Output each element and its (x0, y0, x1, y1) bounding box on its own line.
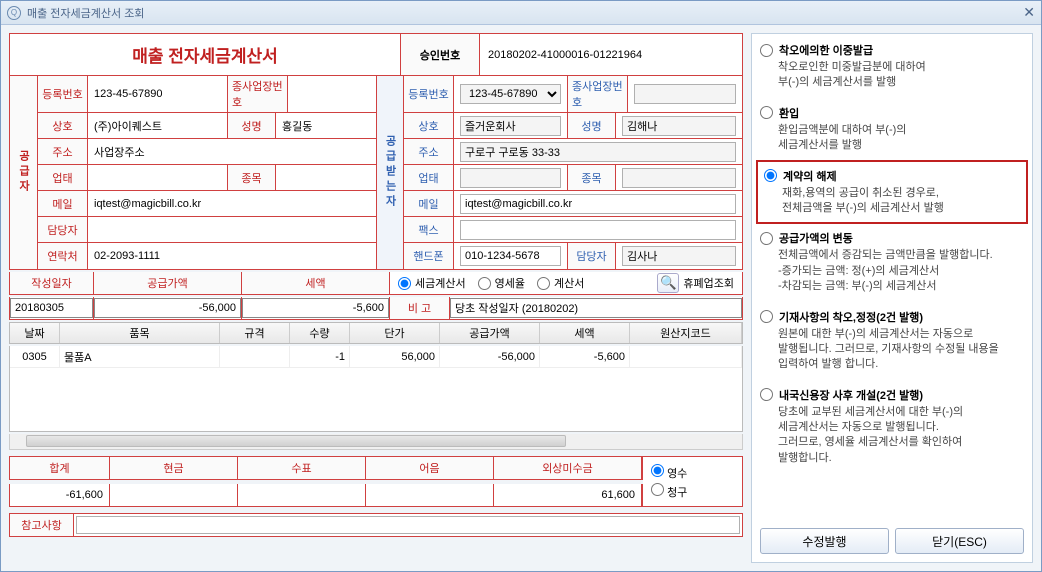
supplier-manager (88, 217, 376, 242)
h-scrollbar[interactable] (9, 434, 743, 450)
supplier-contact: 02-2093-1111 (88, 243, 376, 269)
type-zero[interactable]: 영세율 (478, 275, 525, 291)
lbl-ceo: 성명 (228, 113, 276, 138)
lbl-reg-no: 등록번호 (38, 76, 88, 112)
sum-check-label: 수표 (238, 457, 366, 479)
lbl-name: 상호 (38, 113, 88, 138)
sum-check (238, 484, 366, 506)
supplier-email: iqtest@magicbill.co.kr (88, 191, 376, 216)
sum-note-label: 어음 (366, 457, 494, 479)
option-radio-cancel[interactable] (764, 169, 777, 182)
date-label: 작성일자 (10, 272, 94, 294)
lookup-label: 휴폐업조회 (683, 275, 734, 291)
sum-total: -61,600 (10, 484, 110, 506)
sum-note (366, 484, 494, 506)
supplier-addr: 사업장주소 (88, 139, 376, 164)
window-title: 매출 전자세금계산서 조회 (27, 5, 144, 21)
r-lbl-bi: 종목 (568, 165, 616, 190)
tax-label: 세액 (242, 272, 390, 294)
collect-receipt[interactable]: 영수 (651, 464, 734, 481)
lbl-manager: 담당자 (38, 217, 88, 242)
option-radio-correct[interactable] (760, 310, 773, 323)
receiver-mobile[interactable] (460, 246, 561, 266)
doc-title: 매출 전자세금계산서 (10, 34, 400, 75)
sum-credit-label: 외상미수금 (494, 457, 642, 479)
receiver-biztype[interactable] (460, 168, 561, 188)
supply-label: 공급가액 (94, 272, 242, 294)
sum-cash-label: 현금 (110, 457, 238, 479)
lbl-contact: 연락처 (38, 243, 88, 269)
receiver-manager[interactable] (622, 246, 736, 266)
lbl-email: 메일 (38, 191, 88, 216)
close-icon[interactable]: ✕ (1023, 4, 1035, 21)
titlebar: Q 매출 전자세금계산서 조회 ✕ (1, 1, 1041, 25)
issue-button[interactable]: 수정발행 (760, 528, 889, 554)
receiver-sub-biz[interactable] (634, 84, 736, 104)
remark-input[interactable] (450, 298, 742, 318)
lbl-sub-biz: 종사업장번호 (228, 76, 288, 112)
note-input[interactable] (76, 516, 740, 534)
option-radio-lc[interactable] (760, 388, 773, 401)
receiver-addr[interactable] (460, 142, 736, 162)
option-correct[interactable]: 기재사항의 착오,정정(2건 발행)원본에 대한 부(-)의 세금계산서는 자동… (760, 309, 1024, 373)
sum-total-label: 합계 (10, 457, 110, 479)
option-cancel[interactable]: 계약의 해제재화,용역의 공급이 취소된 경우로,전체금액을 부(-)의 세금계… (756, 160, 1028, 225)
receiver-ceo[interactable] (622, 116, 736, 136)
option-dup[interactable]: 착오에의한 이중발급착오로인한 미중발급분에 대하여부(-)의 세금계산서를 발… (760, 42, 1024, 91)
options-panel: 착오에의한 이중발급착오로인한 미중발급분에 대하여부(-)의 세금계산서를 발… (751, 33, 1033, 563)
receiver-side-label: 공급받는자 (376, 76, 404, 269)
lbl-biztype: 업태 (38, 165, 88, 190)
option-radio-change[interactable] (760, 232, 773, 245)
collect-charge[interactable]: 청구 (651, 483, 734, 500)
r-lbl-mobile: 핸드폰 (404, 243, 454, 269)
lbl-bizitem: 종목 (228, 165, 276, 190)
note-label: 참고사항 (10, 514, 74, 536)
receiver-fax[interactable] (460, 220, 736, 240)
item-row[interactable]: 0305 물품A -1 56,000 -56,000 -5,600 (10, 346, 742, 368)
receiver-name[interactable] (460, 116, 561, 136)
close-button[interactable]: 닫기(ESC) (895, 528, 1024, 554)
type-tax[interactable]: 세금계산서 (398, 275, 466, 291)
r-lbl-addr: 주소 (404, 139, 454, 164)
remark-label: 비 고 (390, 297, 450, 319)
items-body: 0305 물품A -1 56,000 -56,000 -5,600 (9, 346, 743, 432)
lookup-button[interactable]: 🔍 (657, 273, 679, 293)
invoice-panel: 매출 전자세금계산서 승인번호 20180202-41000016-012219… (9, 33, 743, 563)
sum-credit: 61,600 (494, 484, 642, 506)
option-lc[interactable]: 내국신용장 사후 개설(2건 발행)당초에 교부된 세금계산서에 대한 부(-)… (760, 387, 1024, 467)
lbl-addr: 주소 (38, 139, 88, 164)
r-lbl-bt: 업태 (404, 165, 454, 190)
supplier-ceo: 홍길동 (276, 113, 376, 138)
supplier-sub-biz (288, 76, 376, 112)
option-radio-dup[interactable] (760, 44, 773, 57)
window: Q 매출 전자세금계산서 조회 ✕ 매출 전자세금계산서 승인번호 201802… (0, 0, 1042, 572)
r-lbl-name: 상호 (404, 113, 454, 138)
option-change[interactable]: 공급가액의 변동전체금액에서 증감되는 금액만큼을 발행합니다.-증가되는 금액… (760, 230, 1024, 294)
receiver-bizitem[interactable] (622, 168, 736, 188)
r-lbl-fax: 팩스 (404, 217, 454, 242)
date-input[interactable] (10, 298, 93, 318)
supplier-biztype (88, 165, 228, 190)
option-radio-refund[interactable] (760, 106, 773, 119)
r-lbl-mgr: 담당자 (568, 243, 616, 269)
supplier-reg-no: 123-45-67890 (88, 76, 228, 112)
sum-cash (110, 484, 238, 506)
type-calc[interactable]: 계산서 (537, 275, 584, 291)
tax-input[interactable] (242, 298, 389, 318)
option-refund[interactable]: 환입환입금액분에 대하여 부(-)의세금계산서를 발행 (760, 105, 1024, 154)
supplier-side-label: 공급자 (10, 76, 38, 269)
r-lbl-email: 메일 (404, 191, 454, 216)
r-lbl-reg: 등록번호 (404, 76, 454, 112)
r-lbl-ceo: 성명 (568, 113, 616, 138)
r-lbl-sub: 종사업장번호 (568, 76, 628, 112)
app-icon: Q (7, 6, 21, 20)
receiver-email[interactable] (460, 194, 736, 214)
items-header: 날짜 품목 규격 수량 단가 공급가액 세액 원산지코드 (9, 322, 743, 344)
approval-no: 20180202-41000016-01221964 (480, 34, 742, 75)
approval-label: 승인번호 (400, 34, 480, 75)
supplier-name: (주)아이퀘스트 (88, 113, 228, 138)
receiver-reg-no[interactable]: 123-45-67890 (460, 84, 561, 104)
supply-input[interactable] (94, 298, 241, 318)
supplier-bizitem (276, 165, 376, 190)
